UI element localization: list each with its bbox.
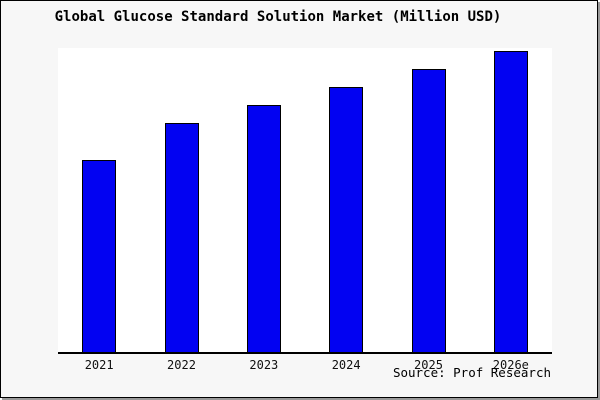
x-tick-label-2022: 2022: [167, 358, 196, 372]
x-tick-label-2021: 2021: [84, 358, 114, 372]
x-tick-label-2023: 2023: [249, 358, 279, 372]
bar-2023: [246, 105, 281, 352]
bar-2021: [82, 160, 117, 352]
chart-title: Global Glucose Standard Solution Market …: [54, 9, 502, 25]
bar-2026e: [493, 51, 528, 352]
bar-2024: [329, 87, 364, 352]
plot-area: 2021 2022 2023 2024 2025 2026e: [58, 48, 552, 372]
source-attribution: Source: Prof Research: [392, 365, 551, 380]
x-tick-label-2025: 2025: [414, 358, 443, 372]
x-tick-label-2024: 2024: [331, 358, 361, 372]
bar-2022: [164, 123, 199, 352]
x-tick-label-2026e: 2026e: [492, 358, 529, 372]
bar-2025: [411, 69, 446, 352]
